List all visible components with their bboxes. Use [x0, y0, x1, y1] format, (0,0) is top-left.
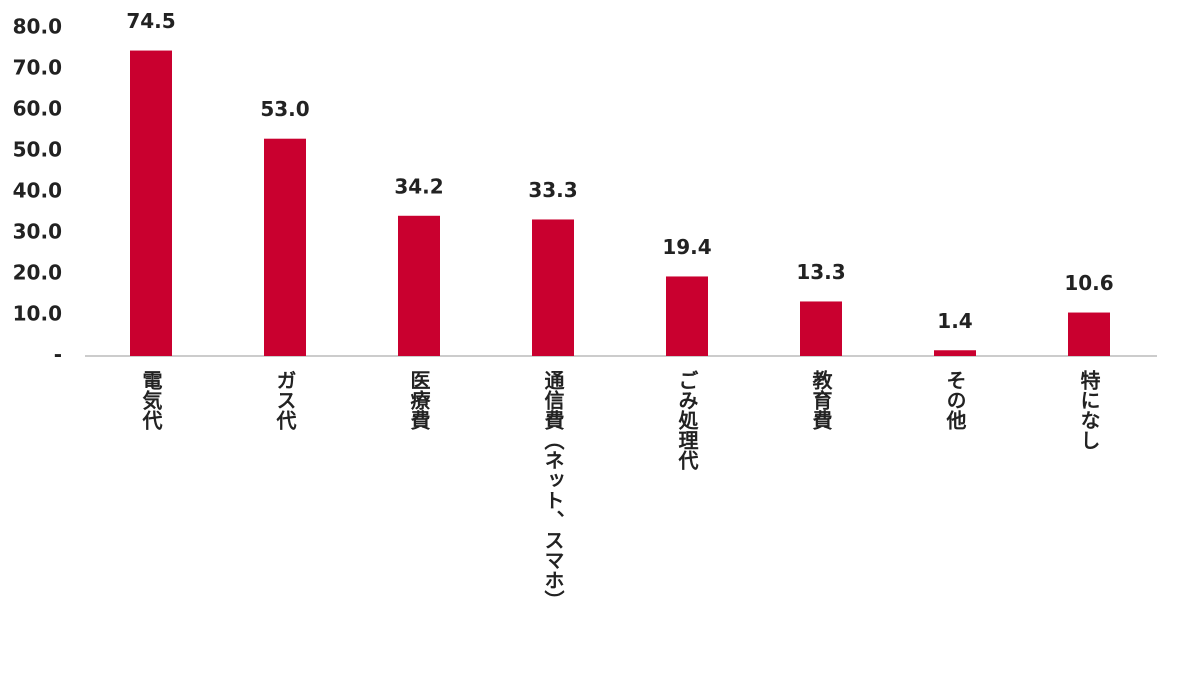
y-tick-label: -: [54, 343, 62, 367]
value-label: 34.2: [394, 174, 443, 198]
x-tick-label: 特になし: [1077, 369, 1101, 450]
y-tick-label: 70.0: [13, 56, 62, 80]
value-label: 19.4: [662, 235, 711, 259]
bar: [130, 50, 172, 357]
x-tick-label: ごみ処理代: [675, 370, 699, 471]
x-tick-label: その他: [943, 370, 967, 430]
bar: [666, 276, 708, 356]
bar: [934, 350, 976, 356]
value-label: 1.4: [937, 309, 972, 333]
bar: [1068, 312, 1110, 356]
bar: [264, 138, 306, 356]
y-tick-label: 80.0: [13, 15, 62, 39]
bar: [800, 301, 842, 356]
x-tick-label: 通信費（ネット、スマホ）: [541, 370, 565, 610]
x-tick-label: 教育費: [809, 369, 833, 431]
y-tick-label: 60.0: [13, 97, 62, 121]
y-tick-label: 20.0: [13, 261, 62, 285]
y-tick-label: 40.0: [13, 179, 62, 203]
x-tick-label: 医療費: [407, 370, 431, 431]
value-label: 53.0: [260, 97, 309, 121]
y-tick-label: 10.0: [13, 302, 62, 326]
x-tick-label: 電気代: [139, 370, 163, 431]
x-tick-label: ガス代: [273, 370, 297, 431]
y-tick-label: 30.0: [13, 220, 62, 244]
y-tick-label: 50.0: [13, 138, 62, 162]
value-label: 13.3: [796, 260, 845, 284]
value-label: 74.5: [126, 9, 175, 33]
value-label: 33.3: [528, 178, 577, 202]
bar: [398, 215, 440, 356]
value-label: 10.6: [1064, 271, 1113, 295]
bar: [532, 219, 574, 356]
